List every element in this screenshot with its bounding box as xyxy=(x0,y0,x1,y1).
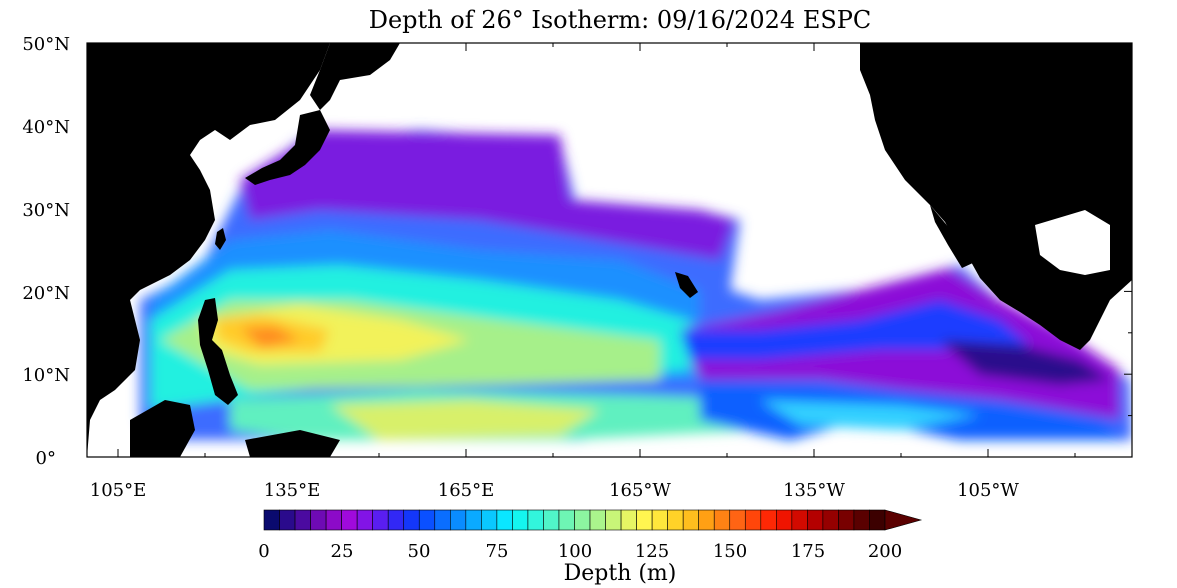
lon-label-135e: 135°E xyxy=(264,480,321,501)
colorbar-swatch xyxy=(512,509,529,531)
colorbar-swatch xyxy=(356,509,373,531)
colorbar-swatch xyxy=(605,509,622,531)
colorbar-swatch xyxy=(325,509,342,531)
colorbar-label-175: 175 xyxy=(791,541,825,562)
gulf-of-mexico xyxy=(1035,210,1110,275)
colorbar-swatch xyxy=(543,509,560,531)
colorbar-swatch xyxy=(418,509,436,531)
lon-label-165w: 165°W xyxy=(609,480,671,501)
colorbar-swatch xyxy=(434,509,451,531)
kamchatka-coast xyxy=(310,43,400,110)
colorbar-swatch xyxy=(636,509,653,531)
colorbar-extend-arrow xyxy=(884,509,923,531)
colorbar-label-50: 50 xyxy=(408,541,431,562)
colorbar-label-150: 150 xyxy=(713,541,747,562)
latitude-labels: 50°N 40°N 30°N 20°N 10°N 0° xyxy=(22,34,70,469)
colorbar-swatch xyxy=(449,509,467,531)
colorbar-swatch xyxy=(760,509,777,531)
longitude-labels: 105°E 135°E 165°E 165°W 135°W 105°W xyxy=(90,480,1020,501)
colorbar-label-100: 100 xyxy=(558,541,592,562)
colorbar-label-75: 75 xyxy=(486,541,509,562)
lon-label-105w: 105°W xyxy=(957,480,1019,501)
lon-label-165e: 165°E xyxy=(438,480,495,501)
colorbar-swatch xyxy=(729,509,746,531)
colorbar-swatch xyxy=(822,509,839,531)
colorbar-swatch xyxy=(791,509,808,531)
borneo-island xyxy=(130,400,195,457)
colorbar-swatch xyxy=(341,509,358,531)
colorbar-swatch xyxy=(481,509,498,531)
colorbar-swatch xyxy=(744,509,762,531)
colorbar-label-25: 25 xyxy=(331,541,354,562)
colorbar-swatch xyxy=(496,509,513,531)
colorbar-swatch xyxy=(310,509,327,531)
lat-label-0: 0° xyxy=(36,448,56,469)
colorbar-label-125: 125 xyxy=(635,541,669,562)
land-masses xyxy=(87,43,1132,457)
colorbar-swatch xyxy=(698,509,715,531)
colorbar-swatch xyxy=(869,509,886,531)
hawaii-islands xyxy=(675,272,698,298)
colorbar-tick-labels: 0 25 50 75 100 125 150 175 200 xyxy=(258,541,902,562)
colorbar-swatch xyxy=(651,509,668,531)
colorbar-swatch xyxy=(558,509,575,531)
lat-label-30n: 30°N xyxy=(22,200,70,221)
taiwan-island xyxy=(215,228,226,250)
colorbar-swatch xyxy=(403,509,420,531)
colorbar-label-0: 0 xyxy=(258,541,269,562)
colorbar-swatch xyxy=(527,509,544,531)
lon-label-135w: 135°W xyxy=(783,480,845,501)
new-guinea-coast xyxy=(245,430,340,457)
colorbar-swatch xyxy=(574,509,591,531)
japan-islands xyxy=(245,110,330,185)
colorbar xyxy=(263,509,923,531)
colorbar-swatch xyxy=(263,509,280,531)
lon-label-105e: 105°E xyxy=(90,480,147,501)
map-title: Depth of 26° Isotherm: 09/16/2024 ESPC xyxy=(369,6,872,34)
colorbar-swatch xyxy=(713,509,731,531)
colorbar-swatch xyxy=(294,509,311,531)
isotherm-depth-field xyxy=(140,130,1132,440)
colorbar-swatch xyxy=(838,509,855,531)
caribbean-sea xyxy=(1110,292,1132,360)
lat-label-40n: 40°N xyxy=(22,117,70,138)
colorbar-swatch xyxy=(667,509,684,531)
colorbar-swatch xyxy=(682,509,699,531)
colorbar-swatch xyxy=(372,509,389,531)
colorbar-swatch xyxy=(776,509,793,531)
colorbar-swatch xyxy=(589,509,606,531)
colorbar-swatch xyxy=(465,509,482,531)
axis-ticks xyxy=(87,42,1132,458)
baja-california xyxy=(930,205,975,268)
north-america xyxy=(860,43,1132,350)
lat-label-50n: 50°N xyxy=(22,34,70,55)
colorbar-title: Depth (m) xyxy=(564,561,677,586)
colorbar-label-200: 200 xyxy=(868,541,902,562)
colorbar-swatch xyxy=(853,509,870,531)
asia-mainland xyxy=(87,43,330,457)
colorbar-swatch xyxy=(387,509,405,531)
philippines-islands xyxy=(198,298,238,405)
colorbar-swatch xyxy=(279,509,296,531)
map-plot-area xyxy=(87,43,1132,457)
colorbar-swatch xyxy=(807,509,824,531)
lat-label-20n: 20°N xyxy=(22,283,70,304)
colorbar-swatch xyxy=(620,509,637,531)
lat-label-10n: 10°N xyxy=(22,365,70,386)
